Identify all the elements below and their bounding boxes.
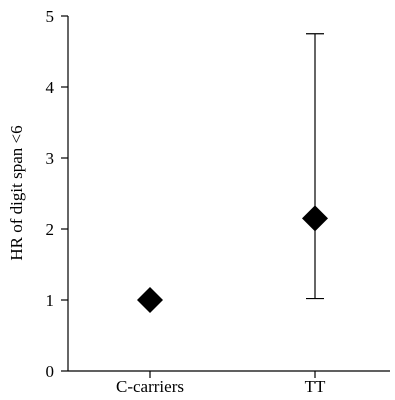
y-tick-label: 5 [46, 7, 55, 26]
x-tick-label: TT [305, 377, 326, 396]
y-ticks-group: 0 1 2 3 4 5 [46, 7, 68, 381]
data-point-diamond [137, 287, 163, 313]
x-tick-label: C-carriers [116, 377, 184, 396]
x-ticks-group: C-carriers TT [116, 371, 326, 396]
error-bars-group [306, 33, 324, 300]
markers-group [137, 205, 328, 313]
y-tick-label: 1 [46, 291, 55, 310]
y-tick-label: 2 [46, 220, 55, 239]
y-tick-label: 3 [46, 149, 55, 168]
y-axis-title: HR of digit span <6 [7, 125, 26, 260]
data-point-diamond [302, 205, 328, 232]
y-tick-label: 0 [46, 362, 55, 381]
y-tick-label: 4 [46, 78, 55, 97]
